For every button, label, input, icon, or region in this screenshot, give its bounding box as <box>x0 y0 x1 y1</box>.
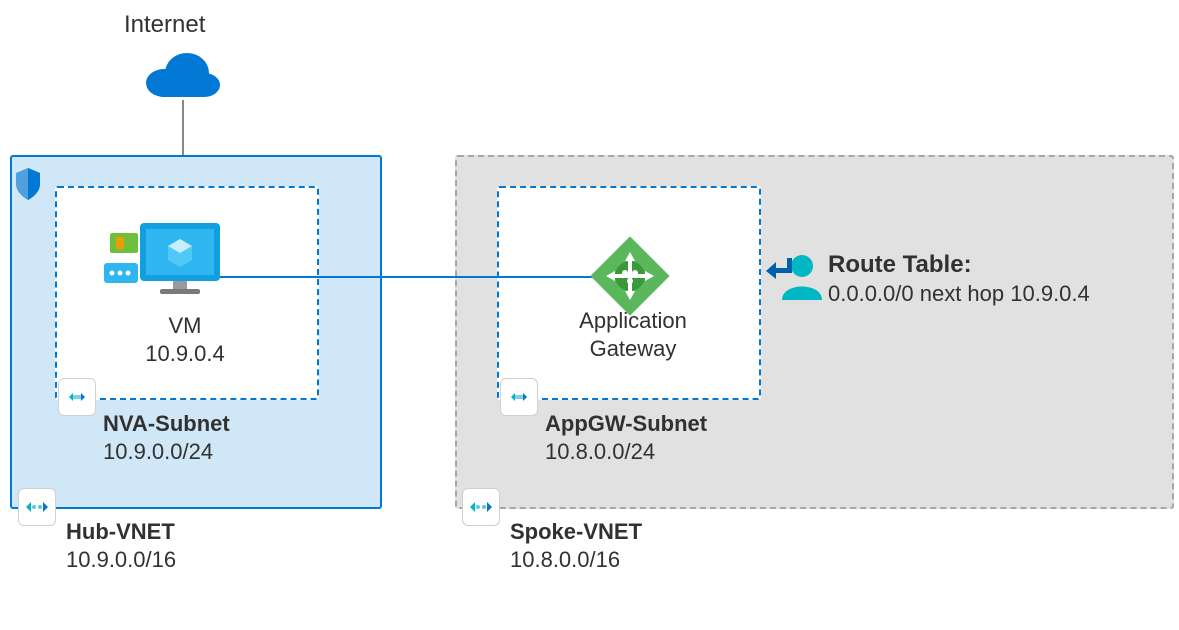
route-table-icon <box>766 255 822 300</box>
route-layer <box>0 0 1179 630</box>
